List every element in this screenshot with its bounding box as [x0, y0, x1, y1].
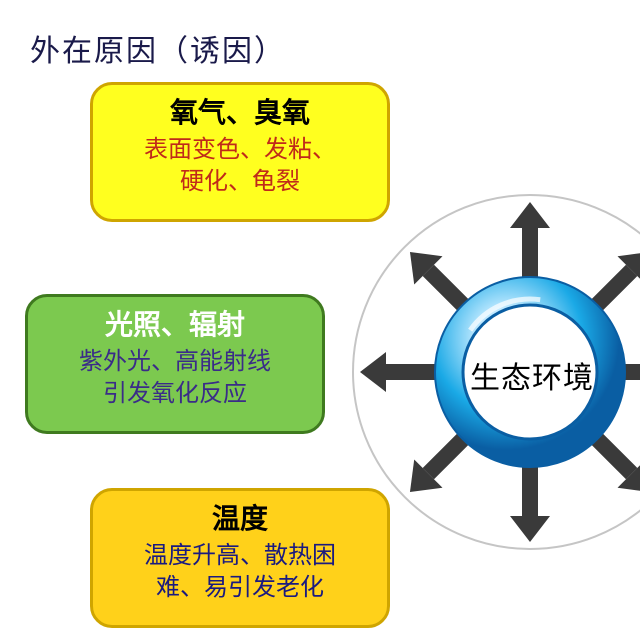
card-temperature: 温度温度升高、散热困难、易引发老化 — [90, 488, 390, 628]
page-title: 外在原因（诱因） — [30, 26, 286, 70]
hub-label: 生态环境 — [470, 353, 594, 397]
card-line: 温度升高、散热困 — [103, 540, 377, 572]
card-title: 温度 — [103, 501, 377, 536]
arrow-180 — [360, 352, 435, 392]
arrow-90 — [510, 467, 550, 542]
arrow-270 — [510, 202, 550, 277]
card-line: 表面变色、发粘、 — [103, 134, 377, 166]
card-line: 紫外光、高能射线 — [38, 346, 312, 378]
card-title: 氧气、臭氧 — [103, 95, 377, 130]
card-oxygen: 氧气、臭氧表面变色、发粘、硬化、龟裂 — [90, 82, 390, 222]
card-title: 光照、辐射 — [38, 307, 312, 342]
card-line: 难、易引发老化 — [103, 572, 377, 604]
card-line: 引发氧化反应 — [38, 378, 312, 410]
card-light: 光照、辐射紫外光、高能射线引发氧化反应 — [25, 294, 325, 434]
card-line: 硬化、龟裂 — [103, 166, 377, 198]
